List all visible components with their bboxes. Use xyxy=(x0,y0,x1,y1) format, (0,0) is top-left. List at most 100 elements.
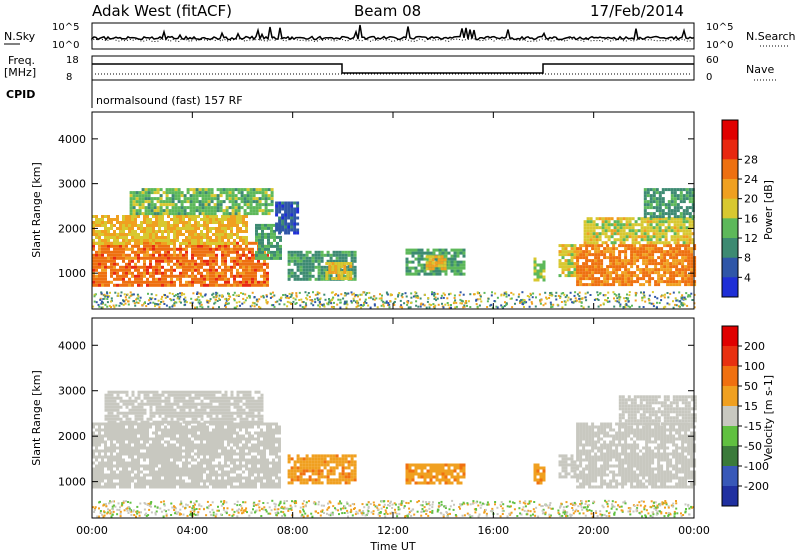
data-cell xyxy=(245,268,248,272)
data-cell xyxy=(230,470,233,474)
data-cell xyxy=(432,251,436,255)
data-cell xyxy=(242,452,245,456)
scatter-point xyxy=(98,305,101,308)
data-cell xyxy=(95,268,98,272)
data-cell xyxy=(603,247,607,251)
data-cell xyxy=(245,283,248,287)
data-cell xyxy=(125,268,128,272)
data-cell xyxy=(212,250,215,254)
scatter-point xyxy=(279,299,282,302)
data-cell xyxy=(278,204,282,208)
data-cell xyxy=(437,258,441,262)
data-cell xyxy=(170,268,173,272)
data-cell xyxy=(245,262,248,266)
data-cell xyxy=(192,197,196,201)
data-cell xyxy=(209,461,212,465)
data-cell xyxy=(431,267,435,271)
data-cell xyxy=(299,265,303,269)
data-cell xyxy=(579,253,583,257)
data-cell xyxy=(177,209,181,213)
scatter-point xyxy=(306,298,309,301)
scatter-point xyxy=(253,305,256,308)
data-cell xyxy=(155,256,158,260)
data-cell xyxy=(143,227,146,230)
data-cell xyxy=(179,283,182,287)
data-cell xyxy=(242,458,245,462)
data-cell xyxy=(417,269,421,273)
data-cell xyxy=(110,482,113,486)
data-cell xyxy=(261,223,264,227)
data-cell xyxy=(209,440,212,444)
data-cell xyxy=(600,259,604,263)
scatter-point xyxy=(106,301,109,304)
scatter-point xyxy=(238,300,241,303)
data-cell xyxy=(188,280,191,284)
data-cell xyxy=(242,215,245,218)
data-cell xyxy=(453,254,457,258)
data-cell xyxy=(332,253,336,257)
data-cell xyxy=(649,206,653,210)
data-cell xyxy=(155,473,158,477)
data-cell xyxy=(137,452,140,456)
data-cell xyxy=(267,238,270,242)
data-cell xyxy=(194,221,197,224)
data-cell xyxy=(122,434,125,438)
data-cell xyxy=(533,257,537,261)
data-cell xyxy=(182,271,185,275)
data-cell xyxy=(209,422,212,426)
data-cell xyxy=(408,251,412,255)
data-cell xyxy=(323,265,327,269)
data-cell xyxy=(224,236,227,239)
scatter-point xyxy=(619,303,622,306)
data-cell xyxy=(188,241,191,245)
data-cell xyxy=(682,215,686,219)
data-cell xyxy=(95,473,98,477)
data-cell xyxy=(243,194,247,198)
data-cell xyxy=(204,191,208,195)
data-cell xyxy=(242,283,245,287)
data-region xyxy=(92,422,281,489)
data-cell xyxy=(679,238,683,242)
data-cell xyxy=(231,194,235,198)
data-cell xyxy=(164,253,167,257)
data-cell xyxy=(594,268,598,272)
data-cell xyxy=(251,268,254,272)
data-cell xyxy=(170,452,173,456)
data-cell xyxy=(119,437,122,441)
data-cell xyxy=(245,244,248,248)
scatter-point xyxy=(586,291,589,294)
scatter-point xyxy=(117,292,120,295)
data-cell xyxy=(624,262,628,266)
data-cell xyxy=(182,431,185,435)
data-cell xyxy=(263,283,266,287)
scatter-point xyxy=(383,301,386,304)
data-cell xyxy=(107,467,110,471)
data-cell xyxy=(239,244,242,248)
data-cell xyxy=(153,203,157,207)
data-cell xyxy=(685,226,689,230)
scatter-point xyxy=(147,292,149,295)
data-cell xyxy=(227,440,230,444)
scatter-point xyxy=(129,294,132,297)
data-cell xyxy=(122,422,125,426)
data-cell xyxy=(186,206,190,210)
data-cell xyxy=(245,431,248,435)
data-cell xyxy=(231,191,235,195)
scatter-point xyxy=(548,297,551,299)
data-cell xyxy=(125,239,128,242)
data-cell xyxy=(206,233,209,236)
data-cell xyxy=(209,431,212,435)
data-cell xyxy=(197,227,200,230)
scatter-point xyxy=(342,297,345,300)
data-cell xyxy=(221,440,224,444)
data-cell xyxy=(573,247,577,251)
data-cell xyxy=(673,241,677,245)
scatter-point xyxy=(528,295,531,298)
data-cell xyxy=(601,217,605,221)
data-cell xyxy=(270,244,273,248)
data-cell xyxy=(678,247,682,251)
data-cell xyxy=(203,434,206,438)
data-cell xyxy=(201,194,205,198)
scatter-point xyxy=(453,294,456,297)
data-cell xyxy=(171,212,175,216)
